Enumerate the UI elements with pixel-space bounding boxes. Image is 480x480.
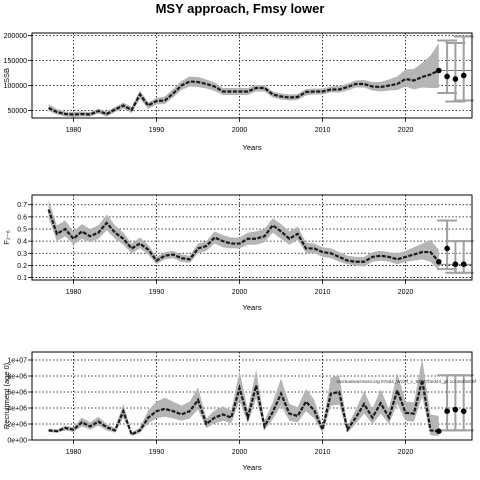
recruitment-projection-point xyxy=(460,408,467,415)
x-tick-label: 2010 xyxy=(315,289,331,296)
x-tick-label: 2010 xyxy=(315,449,331,456)
y-tick-label: 2e+06 xyxy=(7,422,27,429)
y-tick-label: 0.5 xyxy=(17,227,27,234)
f-projection-point xyxy=(452,261,459,268)
recruitment-projection-point xyxy=(444,408,450,415)
ssb-y-axis-label: SSB xyxy=(2,68,11,83)
ssb-confidence-band xyxy=(48,43,439,117)
x-tick-label: 2020 xyxy=(398,449,414,456)
f-last-estimate-point xyxy=(435,258,442,265)
recruitment-annotation: stockassessment.org 07ed4_Wz2/f_c_82b47b… xyxy=(337,379,477,384)
x-tick-label: 1980 xyxy=(66,127,82,134)
ssb-projection-point xyxy=(444,73,450,80)
ssb-projection-point xyxy=(452,76,459,82)
y-tick-label: 0.1 xyxy=(17,275,27,282)
x-tick-label: 2020 xyxy=(398,127,414,134)
y-tick-label: 6e+06 xyxy=(7,390,27,397)
ssb-last-estimate-point xyxy=(435,67,442,74)
x-tick-label: 1990 xyxy=(149,449,165,456)
y-tick-label: 1e+07 xyxy=(7,358,27,365)
x-tick-label: 1990 xyxy=(149,127,165,134)
x-tick-label: 2000 xyxy=(232,127,248,134)
y-tick-label: 50000 xyxy=(8,108,28,115)
y-tick-label: 0e+00 xyxy=(7,438,27,445)
x-tick-label: 1990 xyxy=(149,289,165,296)
f-estimate-line xyxy=(47,209,440,263)
f-projection-point xyxy=(460,261,467,268)
y-tick-label: 4e+06 xyxy=(7,406,27,413)
y-tick-label: 0.2 xyxy=(17,263,27,270)
f-plot-frame xyxy=(31,194,473,281)
f-y-axis-label: F₂₋₆ xyxy=(2,230,11,244)
recruitment-estimate-line xyxy=(48,379,439,436)
x-tick-label: 1980 xyxy=(66,449,82,456)
f-x-axis-label: Years xyxy=(243,303,262,312)
x-tick-label: 2020 xyxy=(398,289,414,296)
y-tick-label: 0.4 xyxy=(17,239,27,246)
ssb-estimate-line xyxy=(48,69,440,116)
recruitment-x-axis-label: Years xyxy=(243,463,262,472)
y-tick-label: 8e+06 xyxy=(7,374,27,381)
y-tick-label: 0.7 xyxy=(17,202,27,209)
x-tick-label: 2010 xyxy=(315,127,331,134)
ssb-x-axis-label: Years xyxy=(243,143,262,152)
y-tick-label: 0.6 xyxy=(17,214,27,221)
y-tick-label: 100000 xyxy=(4,83,27,90)
y-tick-label: 200000 xyxy=(4,33,27,40)
recruitment-last-estimate-point xyxy=(435,428,442,435)
ssb-panel: 1980 1990 2000 2010 2020 50000 100000 150000 200… xyxy=(2,32,474,152)
f-projection-point xyxy=(444,245,450,252)
ssb-plot-frame xyxy=(31,32,473,119)
y-tick-label: 0.3 xyxy=(17,251,27,258)
ssb-projection-point xyxy=(460,72,467,79)
recruitment-panel: 1980 1990 2000 2010 2020 0e+00 2e+06 4e+06 6e+06… xyxy=(2,351,477,472)
recruitment-confidence-band xyxy=(48,358,439,436)
y-tick-label: 150000 xyxy=(4,58,27,65)
x-tick-label: 2000 xyxy=(232,449,248,456)
f-panel: 1980 1990 2000 2010 2020 0.1 0.2 0.3 0.4 0.5 0.6 0.… xyxy=(2,194,474,312)
figure-title: MSY approach, Fmsy lower xyxy=(155,1,325,16)
x-tick-label: 2000 xyxy=(232,289,248,296)
recruitment-y-axis-label: Recruitment (age 0) xyxy=(2,362,11,429)
recruitment-plot-frame xyxy=(31,351,473,441)
x-tick-label: 1980 xyxy=(66,289,82,296)
f-confidence-band xyxy=(48,199,439,271)
recruitment-projection-point xyxy=(452,406,459,413)
